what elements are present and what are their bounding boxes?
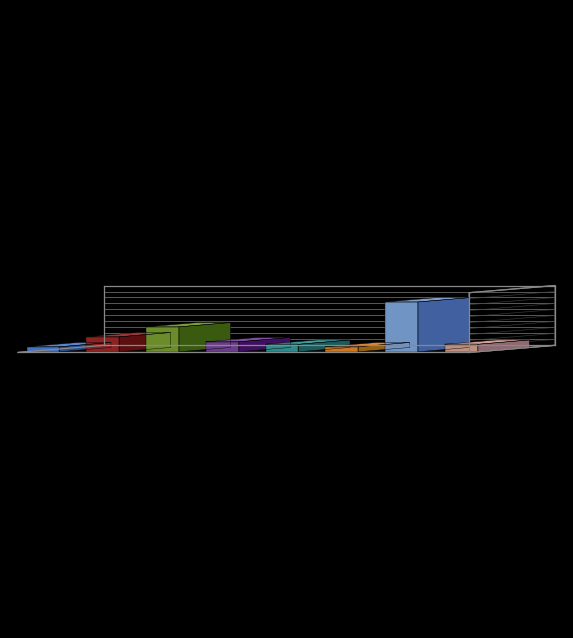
Polygon shape xyxy=(299,340,350,352)
Polygon shape xyxy=(119,332,171,352)
Polygon shape xyxy=(418,298,469,352)
Polygon shape xyxy=(265,340,350,345)
Polygon shape xyxy=(385,298,469,302)
Polygon shape xyxy=(238,338,291,352)
Polygon shape xyxy=(206,342,238,352)
Polygon shape xyxy=(206,338,291,342)
Polygon shape xyxy=(358,343,410,352)
Polygon shape xyxy=(325,347,358,352)
Polygon shape xyxy=(385,302,418,352)
Polygon shape xyxy=(87,332,171,337)
Polygon shape xyxy=(60,343,111,352)
Polygon shape xyxy=(445,340,529,345)
Polygon shape xyxy=(469,286,555,352)
Polygon shape xyxy=(179,323,230,352)
Polygon shape xyxy=(18,345,555,352)
Polygon shape xyxy=(325,343,410,347)
Polygon shape xyxy=(445,345,478,352)
Polygon shape xyxy=(265,345,299,352)
Polygon shape xyxy=(104,286,555,345)
Polygon shape xyxy=(146,323,230,327)
Polygon shape xyxy=(478,340,529,352)
Polygon shape xyxy=(146,327,179,352)
Polygon shape xyxy=(26,343,111,347)
Polygon shape xyxy=(87,337,119,352)
Polygon shape xyxy=(26,347,60,352)
